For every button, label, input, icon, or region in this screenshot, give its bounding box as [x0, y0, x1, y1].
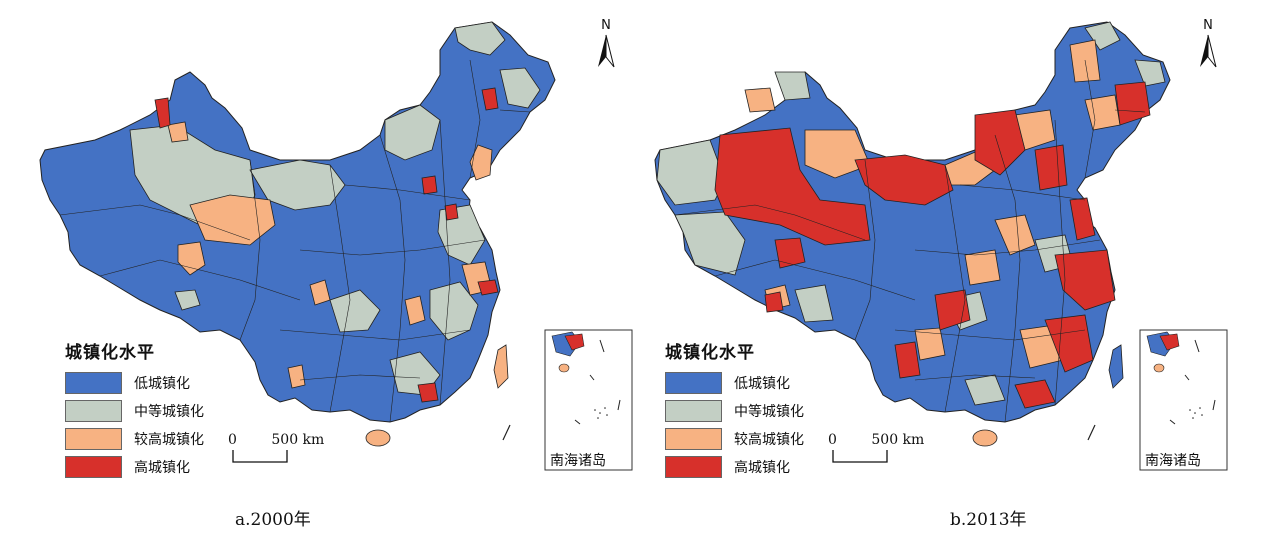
legend-swatch: [65, 400, 122, 422]
map-panel-2013: N 南海诸岛 0 500 km 城镇化水平 低城镇化 中等城镇化 较高城镇化 高…: [615, 0, 1250, 545]
legend-swatch: [65, 428, 122, 450]
legend: 城镇化水平 低城镇化 中等城镇化 较高城镇化 高城镇化: [65, 338, 204, 481]
scale-bar: 0 500 km: [228, 432, 324, 464]
region-medium: [794, 284, 834, 323]
legend-swatch: [665, 400, 722, 422]
region-medium: [656, 139, 726, 206]
scale-distance: 500 km: [871, 432, 925, 448]
region-high: [974, 109, 1026, 176]
region-high: [1034, 144, 1068, 191]
region-high-mid: [404, 295, 426, 326]
map-caption: b.2013年: [950, 510, 1027, 530]
region-high: [417, 382, 439, 403]
legend-item-medium: 中等城镇化: [665, 397, 804, 425]
region-high: [421, 175, 438, 195]
region-high: [1044, 314, 1094, 373]
region-high-mid: [744, 87, 776, 113]
region-high-mid: [804, 129, 871, 179]
map-caption: a.2000年: [235, 510, 311, 530]
region-high: [1054, 249, 1116, 311]
region-medium: [964, 374, 1006, 406]
china-map-2000: [39, 21, 556, 447]
south-china-sea-inset: [544, 329, 633, 471]
scale-zero: 0: [828, 432, 837, 448]
region-high: [894, 341, 921, 379]
region-high-mid: [994, 214, 1036, 256]
legend-title: 城镇化水平: [65, 343, 155, 363]
legend-item-high-mid: 较高城镇化: [65, 425, 204, 453]
region-high: [444, 203, 459, 221]
region-medium: [249, 159, 346, 211]
taiwan-island: [493, 344, 509, 389]
legend-item-low: 低城镇化: [65, 369, 204, 397]
region-medium: [174, 289, 201, 311]
region-medium: [774, 71, 811, 101]
region-high-mid: [309, 279, 331, 306]
north-arrow-icon: [598, 34, 615, 68]
region-high: [477, 279, 499, 296]
region-high-mid: [287, 364, 306, 389]
legend-label: 低城镇化: [734, 376, 790, 392]
south-china-sea-inset: [1139, 329, 1228, 471]
region-medium: [454, 21, 506, 56]
nine-dash-segment: [1087, 424, 1096, 441]
scale-bar-line: [832, 450, 888, 463]
china-map-2013: [654, 21, 1171, 447]
legend-label: 高城镇化: [734, 460, 790, 476]
inset-label: 南海诸岛: [550, 453, 606, 469]
region-high-mid: [964, 249, 1001, 286]
legend-item-high: 高城镇化: [65, 453, 204, 481]
taiwan-island: [1108, 344, 1124, 389]
region-high: [714, 127, 871, 246]
region-high: [764, 291, 784, 313]
hainan-island: [972, 429, 998, 447]
north-arrow: N: [596, 18, 616, 73]
hainan-island: [365, 429, 391, 447]
legend-swatch: [665, 372, 722, 394]
legend-label: 较高城镇化: [734, 432, 804, 448]
north-arrow-icon: [1200, 34, 1217, 68]
north-arrow: N: [1198, 18, 1218, 73]
legend: 城镇化水平 低城镇化 中等城镇化 较高城镇化 高城镇化: [665, 338, 804, 481]
legend-swatch: [65, 372, 122, 394]
region-high: [154, 97, 171, 129]
region-high-mid: [914, 327, 946, 361]
legend-label: 中等城镇化: [734, 404, 804, 420]
region-high-mid: [469, 144, 493, 181]
map-panel-2000: N 南海诸岛 0 500 km 城镇化水平 低城镇化 中等城镇化 较高城镇化 高…: [39, 18, 633, 530]
legend-title: 城镇化水平: [665, 343, 755, 363]
legend-swatch: [665, 428, 722, 450]
region-high: [481, 87, 499, 111]
inset-label: 南海诸岛: [1145, 453, 1201, 469]
legend-swatch: [665, 456, 722, 478]
region-high: [1114, 81, 1151, 126]
legend-label: 较高城镇化: [134, 432, 204, 448]
legend-swatch: [65, 456, 122, 478]
scale-bar: 0 500 km: [828, 432, 924, 464]
region-medium: [1134, 59, 1166, 87]
legend-item-medium: 中等城镇化: [65, 397, 204, 425]
region-high-mid: [167, 121, 189, 143]
region-medium: [329, 289, 381, 333]
region-high: [1069, 197, 1096, 241]
region-high-mid: [177, 241, 206, 276]
north-letter: N: [601, 18, 611, 33]
region-medium: [384, 104, 441, 161]
legend-item-high-mid: 较高城镇化: [665, 425, 804, 453]
nine-dash-segment: [502, 424, 511, 441]
scale-bar-line: [232, 450, 288, 463]
division-lines: [59, 59, 531, 423]
legend-label: 中等城镇化: [134, 404, 204, 420]
legend-label: 低城镇化: [134, 376, 190, 392]
north-letter: N: [1203, 18, 1213, 33]
legend-item-low: 低城镇化: [665, 369, 804, 397]
legend-label: 高城镇化: [134, 460, 190, 476]
legend-item-high: 高城镇化: [665, 453, 804, 481]
region-medium: [499, 67, 541, 109]
region-high-mid: [189, 194, 276, 246]
scale-distance: 500 km: [271, 432, 325, 448]
region-high: [774, 237, 806, 269]
scale-zero: 0: [228, 432, 237, 448]
division-lines: [674, 59, 1146, 423]
